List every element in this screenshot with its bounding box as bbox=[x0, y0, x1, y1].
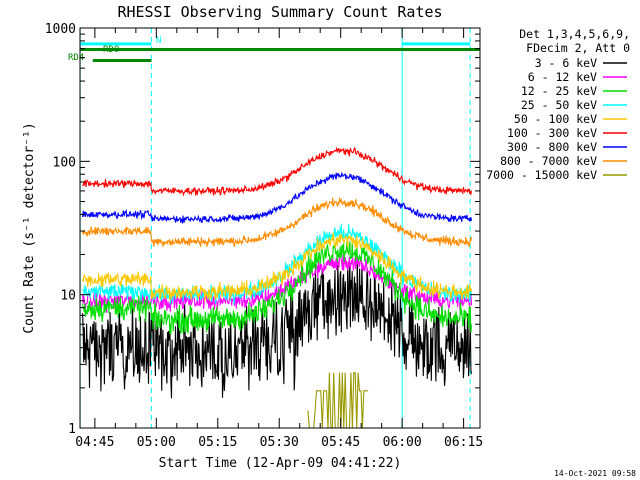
y-axis-label: Count Rate (s⁻¹ detector⁻¹) bbox=[22, 122, 37, 333]
x-tick-label: 06:15 bbox=[444, 435, 483, 450]
legend: Det 1,3,4,5,6,9, FDecim 2, Att 0 3 - 6 k… bbox=[486, 27, 630, 182]
flag-label: RD0 bbox=[103, 45, 119, 55]
x-axis-label: Start Time (12-Apr-09 04:41:22) bbox=[159, 456, 402, 471]
legend-header-line-2: FDecim 2, Att 0 bbox=[526, 41, 630, 55]
x-tick-label: 06:00 bbox=[383, 435, 422, 450]
flag-label: N bbox=[156, 36, 161, 46]
legend-entry-label: 12 - 25 keV bbox=[521, 84, 597, 98]
series-traces bbox=[82, 146, 473, 429]
x-tick-label: 04:45 bbox=[75, 435, 114, 450]
y-tick-label: 1000 bbox=[45, 22, 76, 37]
legend-entry-label: 7000 - 15000 keV bbox=[486, 168, 597, 182]
legend-entry-label: 300 - 800 keV bbox=[507, 140, 597, 154]
legend-header-line-1: Det 1,3,4,5,6,9, bbox=[519, 27, 630, 41]
legend-entry-label: 800 - 7000 keV bbox=[500, 154, 597, 168]
series-trace bbox=[82, 171, 473, 224]
y-axis: 1 10 100 1000 bbox=[45, 22, 480, 437]
y-tick-label: 10 bbox=[60, 289, 76, 304]
timestamp: 14-Oct-2021 09:58 bbox=[554, 469, 636, 478]
flag-label: RD4 bbox=[68, 53, 84, 63]
series-trace bbox=[82, 256, 473, 399]
legend-entry-label: 6 - 12 keV bbox=[528, 70, 597, 84]
plot-area: N RD0 RD4 04:45 05:00 05:15 05:30 05:45 06:00 06… bbox=[45, 22, 483, 450]
legend-entry-label: 50 - 100 keV bbox=[514, 112, 597, 126]
series-trace bbox=[82, 146, 473, 197]
legend-entry-label: 25 - 50 keV bbox=[521, 98, 597, 112]
x-axis: 04:45 05:00 05:15 05:30 05:45 06:00 06:15 bbox=[75, 28, 483, 450]
legend-entry-label: 3 - 6 keV bbox=[535, 56, 597, 70]
series-trace bbox=[82, 196, 473, 248]
x-tick-label: 05:30 bbox=[260, 435, 299, 450]
x-tick-label: 05:45 bbox=[321, 435, 360, 450]
flag-bars: N RD0 RD4 bbox=[68, 36, 480, 63]
y-tick-label: 1 bbox=[68, 422, 76, 437]
plot-frame bbox=[79, 27, 481, 429]
chart-title: RHESSI Observing Summary Count Rates bbox=[117, 3, 442, 21]
series-trace bbox=[82, 232, 473, 302]
x-tick-label: 05:15 bbox=[198, 435, 237, 450]
y-tick-label: 100 bbox=[53, 155, 76, 170]
legend-entry-label: 100 - 300 keV bbox=[507, 126, 597, 140]
series-trace bbox=[82, 240, 473, 335]
x-tick-label: 05:00 bbox=[137, 435, 176, 450]
